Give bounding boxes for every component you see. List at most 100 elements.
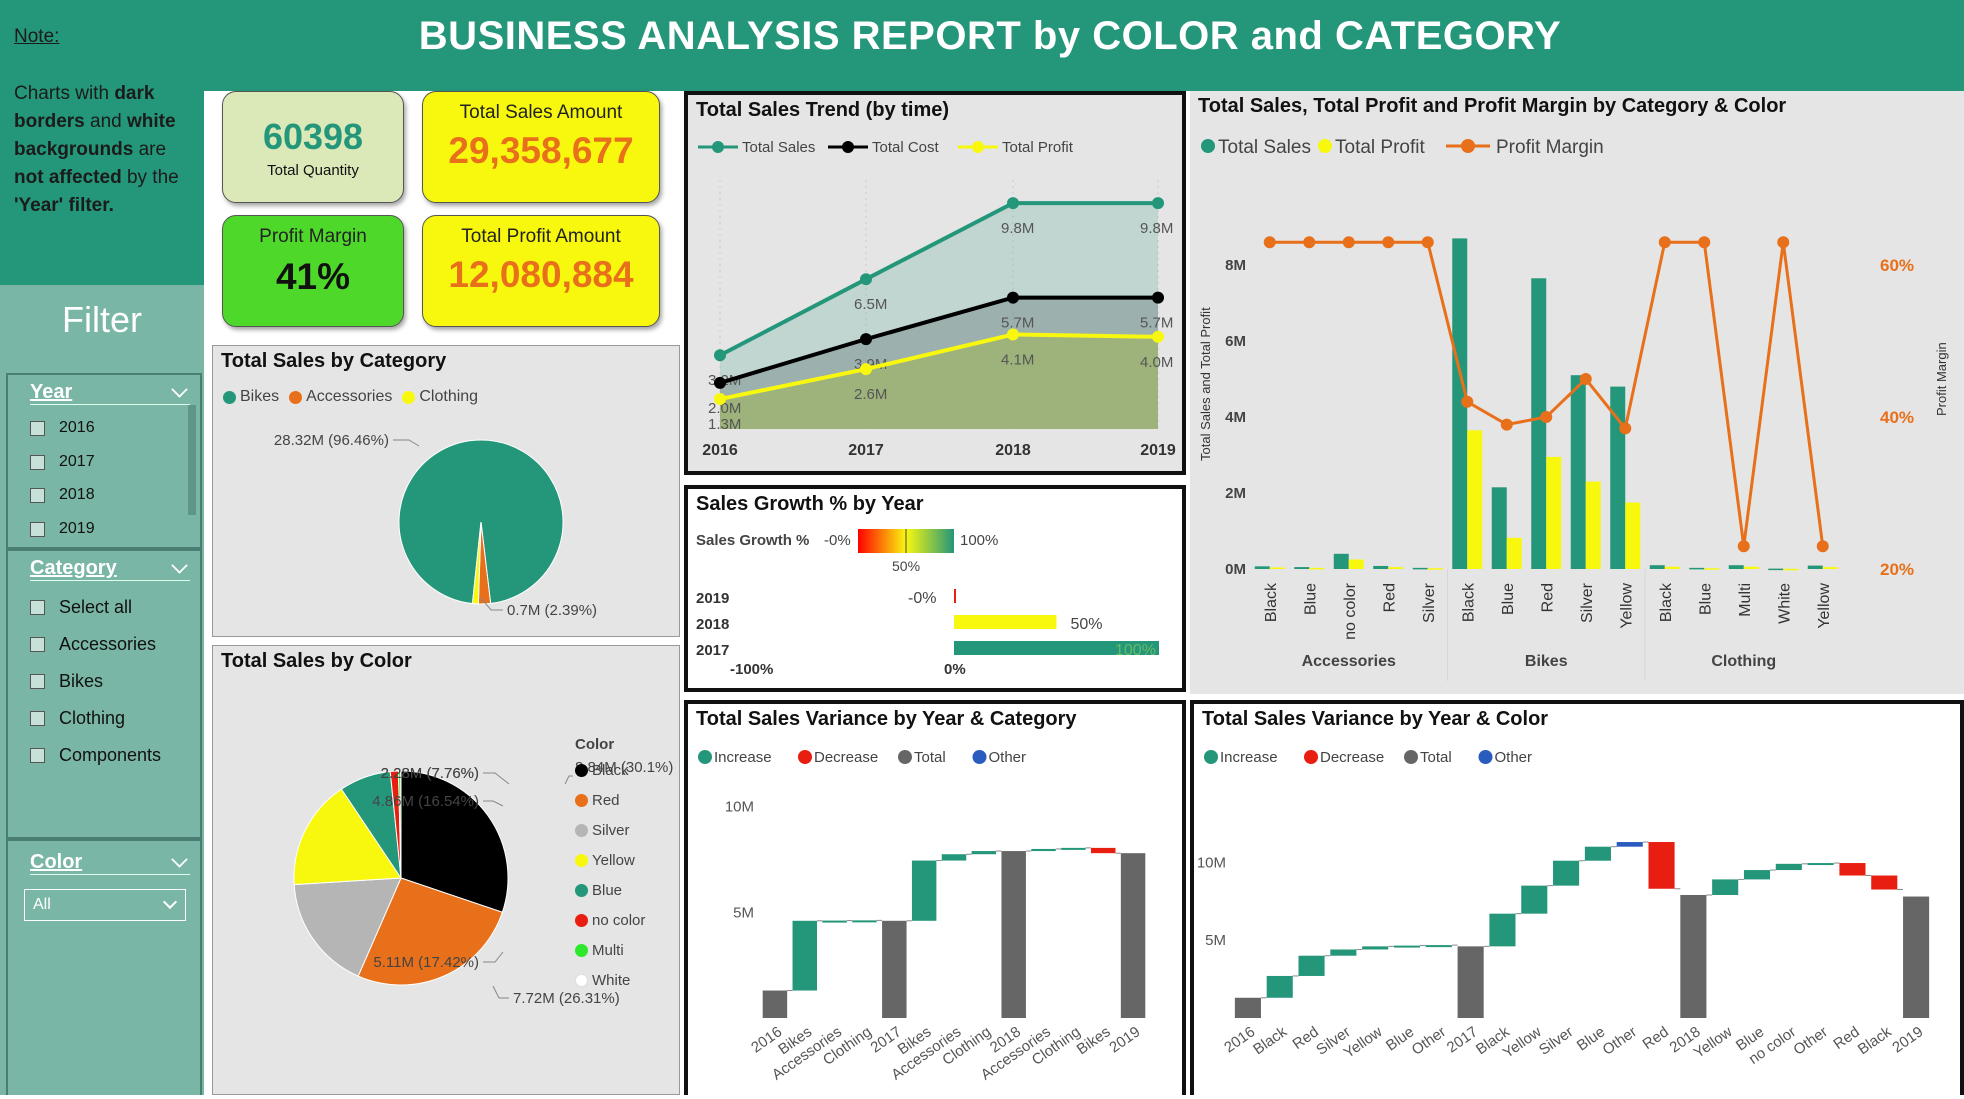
legend-item: Red <box>575 792 675 809</box>
data-label: 6.5M <box>854 296 887 313</box>
waterfall-bar <box>1808 863 1834 865</box>
margin-point <box>1698 236 1710 248</box>
bar-sales <box>1255 566 1270 569</box>
x-tick-label: 2017 <box>848 442 884 459</box>
data-label: 2.6M <box>854 386 887 403</box>
legend-label: Total Profit <box>1002 139 1074 156</box>
category-option[interactable]: Bikes <box>30 671 103 692</box>
checkbox[interactable] <box>30 488 45 503</box>
waterfall-bar <box>882 921 906 1018</box>
bar-profit <box>1546 457 1561 569</box>
color-slicer-title[interactable]: Color <box>30 851 190 875</box>
y-tick-label: 8M <box>1225 257 1246 274</box>
data-point <box>1152 331 1164 343</box>
x-tick-label: Red <box>1539 583 1556 612</box>
bar-profit <box>1349 560 1364 570</box>
legend-dot <box>575 914 588 927</box>
bar-sales <box>1294 567 1309 569</box>
bar-profit <box>1625 503 1640 570</box>
waterfall-bar <box>1235 998 1261 1018</box>
waterfall-bar <box>1871 876 1897 890</box>
legend-dot <box>1201 139 1215 153</box>
scrollbar[interactable] <box>188 405 196 515</box>
y-tick-label: 5M <box>1205 932 1226 949</box>
waterfall-bar <box>1001 851 1025 1018</box>
checkbox[interactable] <box>30 421 45 436</box>
data-point <box>714 393 726 405</box>
bar-profit <box>1270 567 1285 569</box>
category-option[interactable]: Components <box>30 745 161 766</box>
margin-point <box>1580 373 1592 385</box>
waterfall-bar <box>1903 897 1929 1018</box>
y-tick-label: 0M <box>1225 561 1246 578</box>
kpi-label: Total Quantity <box>223 162 403 179</box>
legend-dot <box>575 974 588 987</box>
legend-dot <box>575 764 588 777</box>
margin-point <box>1422 236 1434 248</box>
legend-label: Increase <box>714 749 772 766</box>
checkbox[interactable] <box>30 455 45 470</box>
category-slicer-title[interactable]: Category <box>30 557 190 581</box>
waterfall-bar <box>1489 914 1515 947</box>
bar-sales <box>1689 568 1704 570</box>
legend-dot <box>973 750 987 764</box>
legend-item: Silver <box>575 822 675 839</box>
margin-point <box>1540 411 1552 423</box>
bar-profit <box>1783 569 1798 571</box>
margin-point <box>1303 236 1315 248</box>
legend-dot <box>712 141 724 153</box>
y2-tick-label: 40% <box>1880 408 1914 427</box>
x-tick-label: Black <box>1855 1023 1895 1058</box>
year-option[interactable]: 2016 <box>30 419 95 437</box>
gradient-label: Sales Growth % <box>696 532 809 549</box>
checkbox[interactable] <box>30 637 45 652</box>
legend-label: Other <box>1495 749 1533 766</box>
x-tick-label: Multi <box>1737 583 1754 617</box>
data-label: 9.8M <box>1140 220 1173 237</box>
margin-point <box>1817 540 1829 552</box>
category-option[interactable]: Select all <box>30 597 132 618</box>
year-option[interactable]: 2017 <box>30 453 95 471</box>
waterfall-bar <box>1617 842 1643 847</box>
year-option[interactable]: 2018 <box>30 486 95 504</box>
year-option[interactable]: 2019 <box>30 520 95 538</box>
sales-by-color-panel: Total Sales by Color 2.28M (7.76%) 4.86M… <box>212 645 680 1095</box>
legend-dot <box>1318 139 1332 153</box>
waterfall-bar <box>912 861 936 921</box>
waterfall-bar <box>1330 949 1356 955</box>
category-label: 2017 <box>696 642 729 659</box>
category-option[interactable]: Clothing <box>30 708 125 729</box>
x-tick-label: Silver <box>1421 582 1438 623</box>
waterfall-bar <box>852 920 876 922</box>
waterfall-bar <box>1031 849 1055 851</box>
checkbox[interactable] <box>30 522 45 537</box>
x-tick-label: Red <box>1381 583 1398 612</box>
category-option[interactable]: Accessories <box>30 634 156 655</box>
gradient-min: -0% <box>824 532 851 549</box>
waterfall-bar <box>1426 945 1452 947</box>
margin-point <box>1343 236 1355 248</box>
waterfall-bar <box>942 854 966 860</box>
category-label: 2019 <box>696 590 729 607</box>
checkbox[interactable] <box>30 748 45 763</box>
kpi-label: Total Profit Amount <box>423 226 659 248</box>
legend-dot <box>1204 750 1218 764</box>
legend-dot <box>1404 750 1418 764</box>
waterfall-bar <box>1680 895 1706 1018</box>
gradient-max: 100% <box>960 532 998 549</box>
color-dropdown[interactable]: All <box>24 889 186 921</box>
legend-dot <box>898 750 912 764</box>
bar-profit <box>1428 568 1443 570</box>
checkbox[interactable] <box>30 600 45 615</box>
x-tick-label: 2017 <box>1444 1023 1481 1056</box>
y-tick-label: 6M <box>1225 333 1246 350</box>
kpi-total-quantity: 60398 Total Quantity <box>222 91 404 203</box>
year-slicer-title[interactable]: Year <box>30 381 190 405</box>
checkbox[interactable] <box>30 711 45 726</box>
checkbox[interactable] <box>30 674 45 689</box>
legend-dot <box>798 750 812 764</box>
legend-label: Total <box>1420 749 1452 766</box>
